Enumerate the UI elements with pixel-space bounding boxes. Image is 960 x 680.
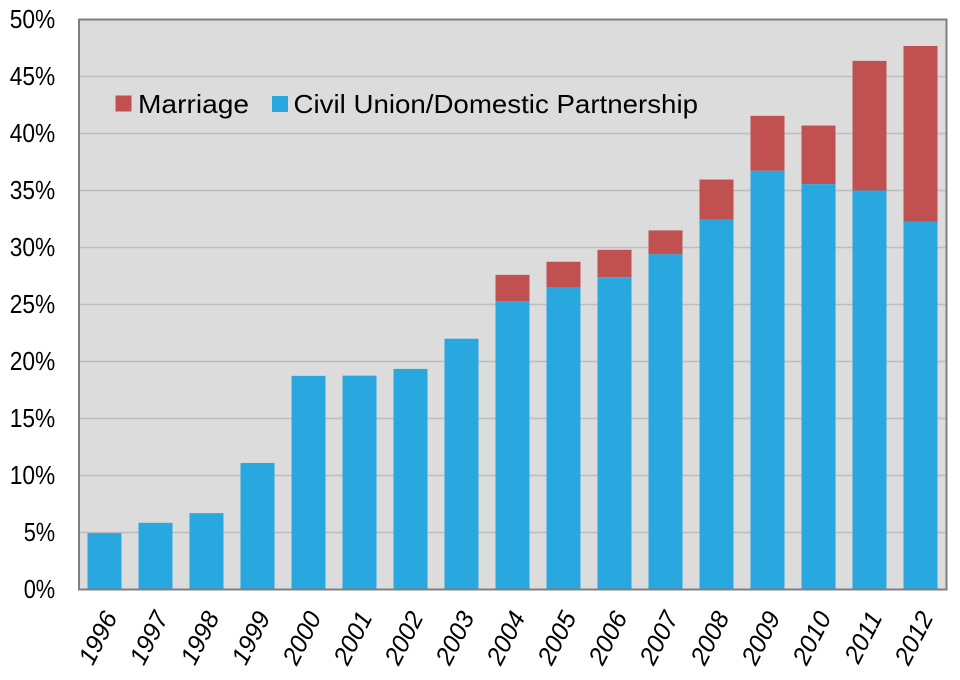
svg-text:15%: 15% xyxy=(10,403,56,433)
svg-text:35%: 35% xyxy=(10,175,56,205)
svg-text:20%: 20% xyxy=(10,346,56,376)
svg-text:0%: 0% xyxy=(24,574,56,604)
svg-text:5%: 5% xyxy=(24,517,56,547)
svg-text:45%: 45% xyxy=(10,61,56,91)
svg-text:30%: 30% xyxy=(10,232,56,262)
svg-text:Marriage: Marriage xyxy=(138,89,249,119)
svg-text:Civil Union/Domestic Partnersh: Civil Union/Domestic Partnership xyxy=(294,89,699,119)
svg-text:50%: 50% xyxy=(10,4,56,34)
svg-text:25%: 25% xyxy=(10,289,56,319)
svg-text:40%: 40% xyxy=(10,118,56,148)
svg-text:10%: 10% xyxy=(10,460,56,490)
